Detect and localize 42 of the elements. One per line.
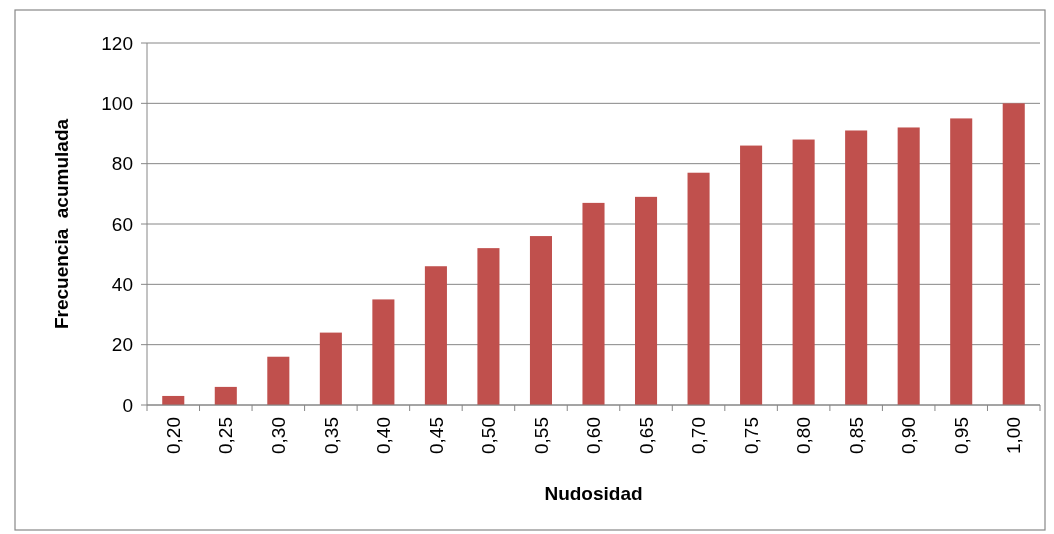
bar — [319, 332, 342, 405]
x-tick-label: 0,85 — [845, 417, 867, 454]
bar — [477, 248, 500, 405]
bar — [372, 299, 395, 405]
bar — [267, 356, 290, 405]
x-tick-label: 1,00 — [1003, 417, 1025, 454]
x-tick-label: 0,30 — [267, 417, 289, 454]
bar — [582, 202, 605, 405]
x-tick-label: 0,55 — [530, 417, 552, 454]
y-tick-label: 80 — [111, 153, 133, 175]
bar — [635, 196, 658, 405]
y-tick-label: 120 — [101, 32, 133, 54]
bar — [424, 266, 447, 405]
x-tick-label: 0,35 — [320, 417, 342, 454]
x-tick-label: 0,60 — [583, 417, 605, 454]
x-tick-label: 0,40 — [373, 417, 395, 454]
x-tick-label: 0,45 — [425, 417, 447, 454]
bar — [845, 130, 868, 405]
x-tick-label: 0,50 — [478, 417, 500, 454]
bar — [529, 236, 552, 405]
y-tick-label: 100 — [101, 92, 133, 114]
x-tick-label: 0,20 — [162, 417, 184, 454]
bar — [214, 386, 237, 405]
x-tick-label: 0,65 — [635, 417, 657, 454]
x-axis-title: Nudosidad — [544, 483, 643, 504]
y-tick-label: 40 — [111, 273, 133, 295]
x-tick-label: 0,25 — [215, 417, 237, 454]
bar — [897, 127, 920, 405]
bar — [740, 145, 763, 405]
bar — [950, 118, 973, 405]
y-axis-title: Frecuencia acumulada — [51, 118, 72, 330]
bar — [687, 172, 710, 405]
bar — [792, 139, 815, 405]
x-tick-label: 0,80 — [793, 417, 815, 454]
y-tick-label: 60 — [111, 213, 133, 235]
x-tick-label: 0,70 — [688, 417, 710, 454]
x-tick-label: 0,90 — [898, 417, 920, 454]
x-tick-label: 0,95 — [950, 417, 972, 454]
x-tick-label: 0,75 — [740, 417, 762, 454]
y-tick-label: 0 — [122, 394, 133, 416]
y-tick-label: 20 — [111, 334, 133, 356]
bar — [1002, 103, 1025, 405]
